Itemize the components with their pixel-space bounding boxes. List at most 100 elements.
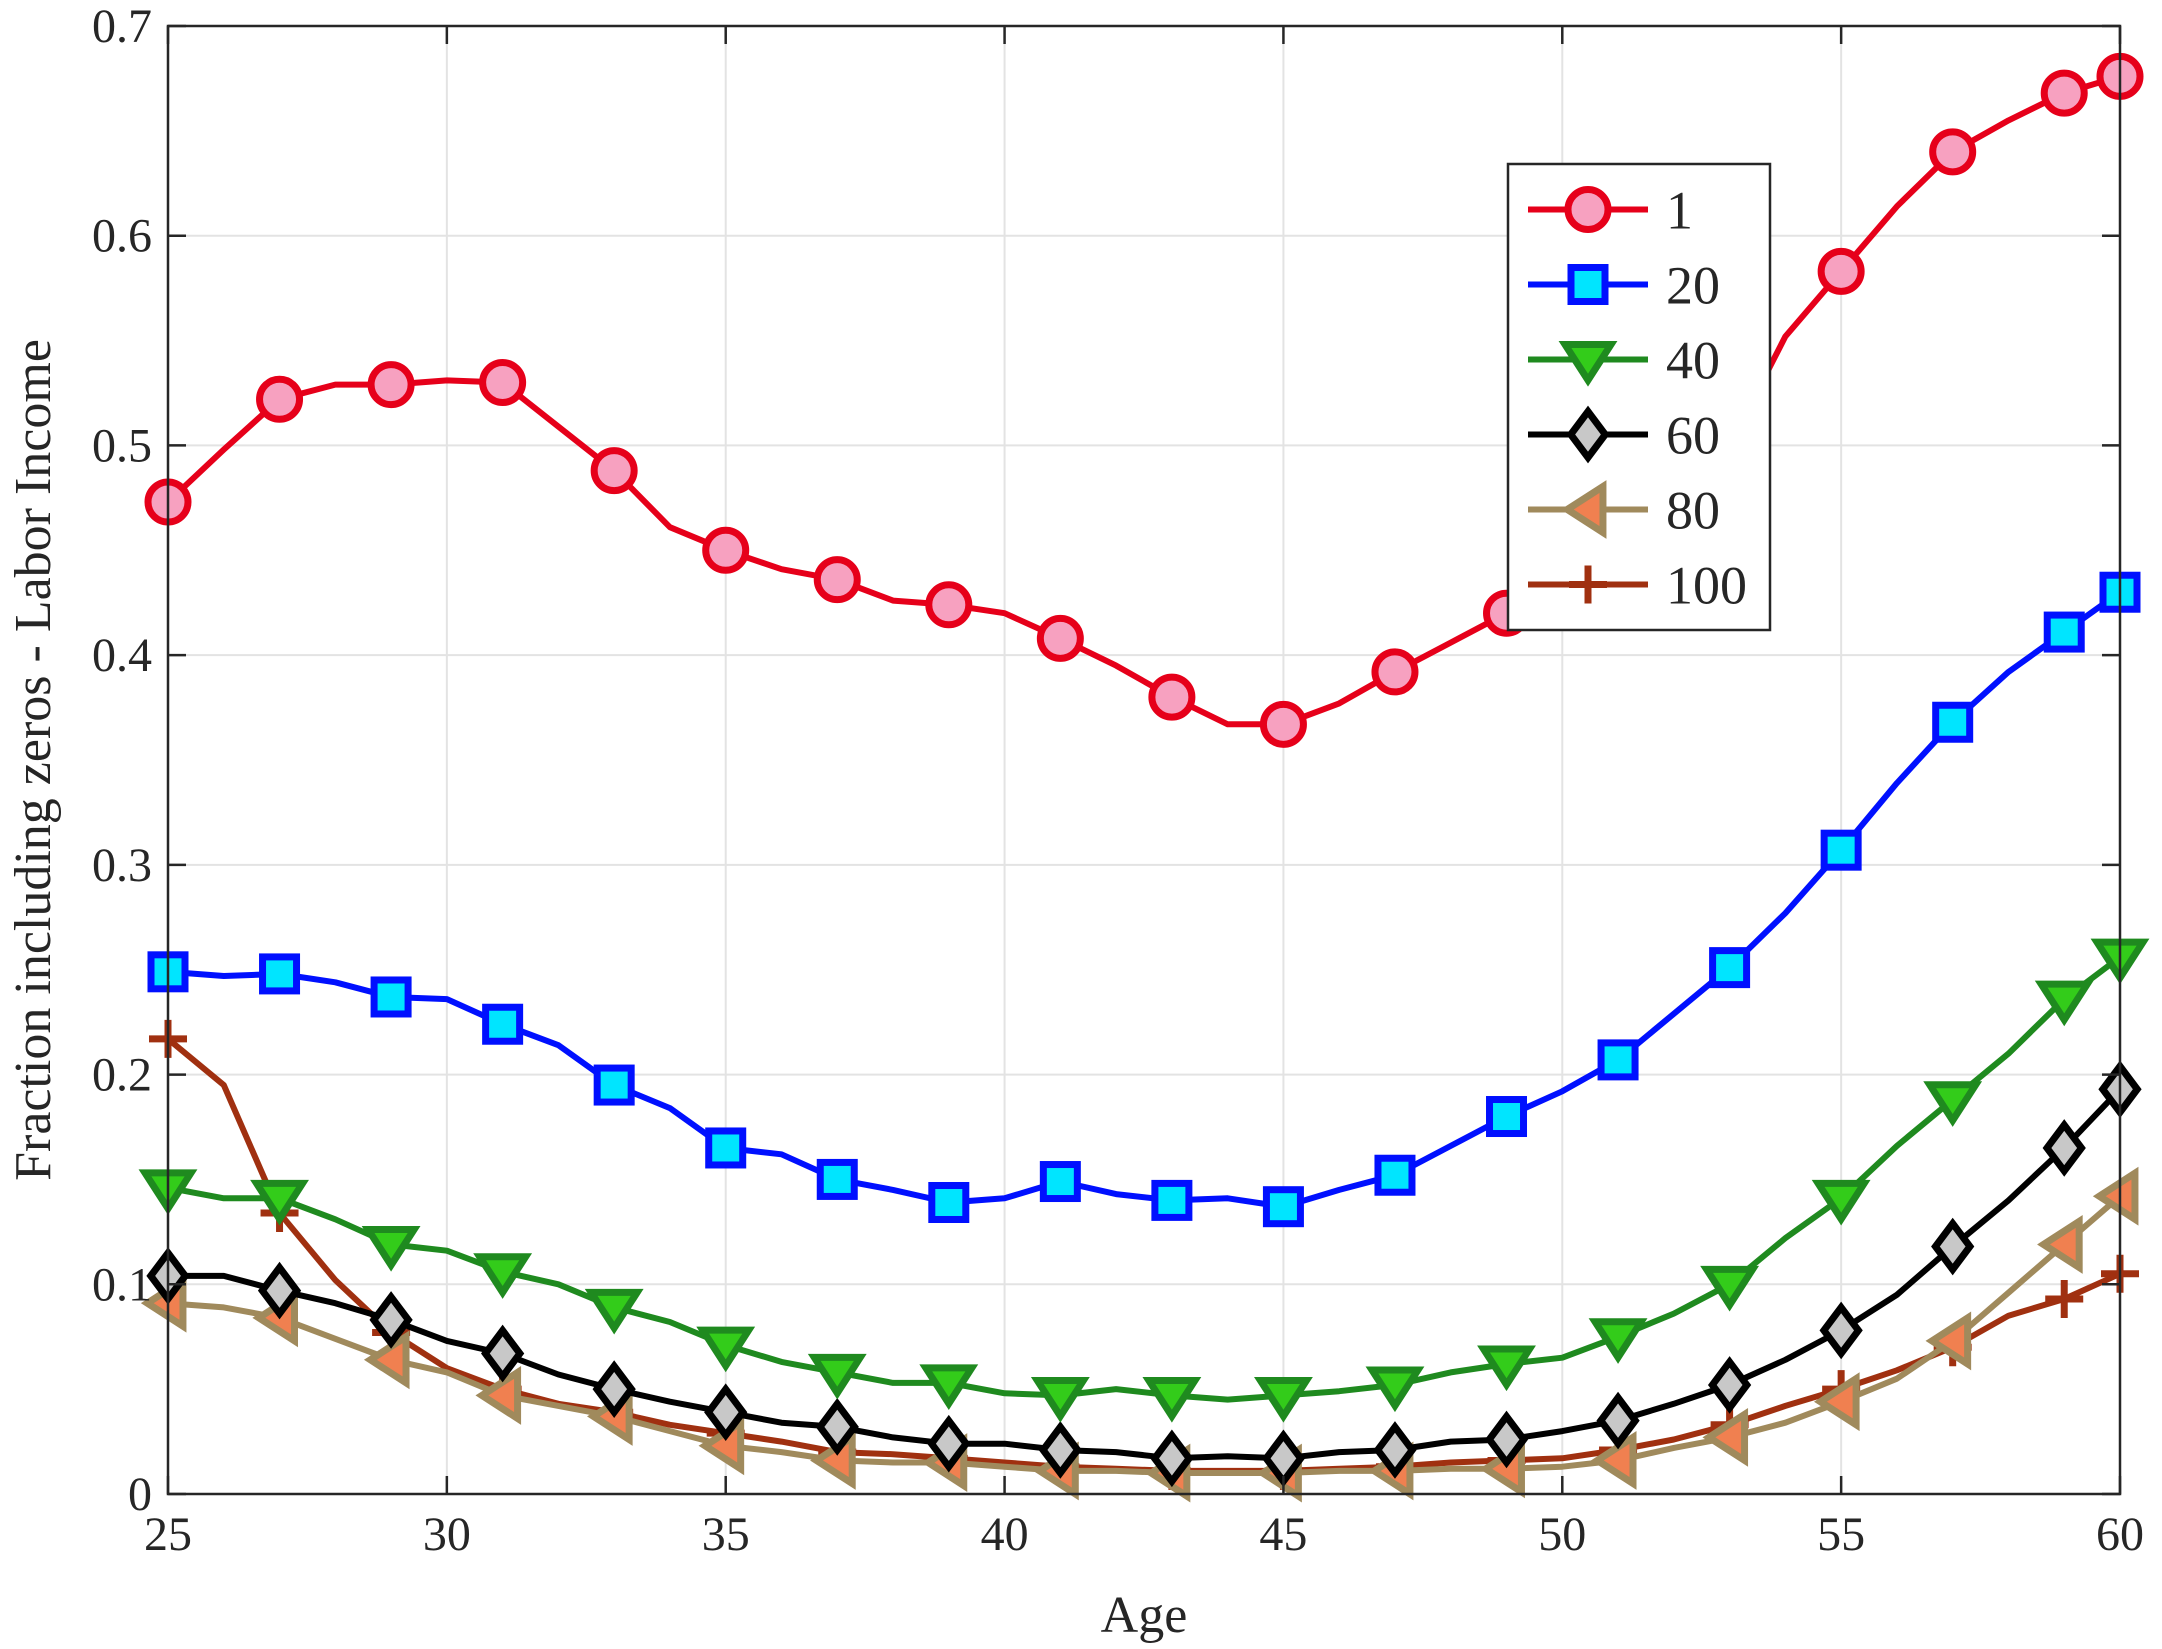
legend-item: 20 — [1528, 256, 1720, 316]
data-point — [363, 1330, 410, 1390]
legend-marker — [1558, 341, 1618, 387]
data-point — [1929, 128, 1977, 176]
data-point — [361, 1225, 421, 1272]
data-point — [1374, 1154, 1416, 1196]
x-tick-label: 25 — [144, 1508, 192, 1561]
y-tick-label: 0.3 — [92, 839, 152, 892]
data-point — [1365, 1366, 1425, 1413]
data-point — [1036, 614, 1084, 662]
data-point — [1925, 1311, 1972, 1371]
data-point — [1931, 1217, 1975, 1276]
data-point — [2092, 1166, 2139, 1226]
data-point — [705, 1127, 747, 1169]
data-point — [1486, 1096, 1528, 1138]
legend-item: 80 — [1528, 480, 1720, 541]
x-tick-label: 45 — [1259, 1508, 1307, 1561]
x-tick-label: 60 — [2096, 1508, 2144, 1561]
y-tick-label: 0.7 — [92, 0, 152, 53]
data-point — [815, 1398, 859, 1456]
data-point — [1820, 829, 1862, 871]
data-point — [256, 375, 304, 423]
data-point — [250, 1179, 309, 1226]
y-tick-label: 0.6 — [92, 210, 152, 263]
data-point — [1373, 1421, 1417, 1479]
x-tick-label: 50 — [1538, 1508, 1586, 1561]
data-point — [702, 526, 750, 574]
data-point — [1150, 1429, 1194, 1488]
series-60 — [146, 1060, 2142, 1488]
data-point — [1039, 1161, 1081, 1203]
data-point — [1038, 1421, 1082, 1479]
legend-label: 20 — [1666, 256, 1720, 316]
data-point — [928, 1181, 970, 1223]
data-point — [259, 953, 301, 995]
data-point — [1707, 1356, 1752, 1414]
legend-marker — [1569, 565, 1607, 604]
data-point — [370, 976, 412, 1018]
data-point — [1817, 247, 1865, 295]
data-point — [593, 1064, 635, 1106]
legend-box — [1506, 162, 1772, 632]
y-tick-label: 0.4 — [92, 629, 152, 682]
legend-label: 100 — [1666, 556, 1747, 616]
data-point — [1151, 1179, 1193, 1221]
data-point — [2040, 69, 2088, 117]
series-20 — [147, 571, 2141, 1228]
legend-item: 40 — [1528, 331, 1720, 391]
legend-item: 1 — [1528, 181, 1693, 241]
y-tick-label: 0.1 — [92, 1258, 152, 1311]
y-tick-label: 0 — [128, 1468, 152, 1521]
data-point — [2042, 1119, 2086, 1177]
plot-area-border — [166, 24, 2122, 1496]
data-point — [1819, 1301, 1863, 1360]
data-point — [2043, 611, 2085, 653]
data-point — [1923, 1081, 1983, 1127]
legend-marker — [1560, 480, 1607, 539]
data-point — [1142, 1376, 1202, 1423]
y-tick-labels: 0 0.1 0.2 0.3 0.4 0.5 0.6 0.7 — [92, 0, 152, 1521]
data-point — [925, 581, 973, 629]
data-point — [1371, 648, 1419, 696]
data-point — [1700, 1265, 1760, 1312]
data-point — [2034, 980, 2094, 1027]
y-tick-label: 0.2 — [92, 1049, 152, 1102]
legend-marker — [1566, 405, 1610, 464]
data-point — [919, 1364, 979, 1411]
legend-item: 60 — [1528, 406, 1720, 466]
x-tick-labels: 25 30 35 40 45 50 55 60 — [144, 1508, 2144, 1561]
data-point — [2037, 1215, 2083, 1274]
data-point — [584, 1288, 644, 1335]
data-point — [369, 1291, 413, 1349]
y-axis-label: Fraction including zeros - Labor Income — [5, 339, 62, 1181]
data-point — [1262, 1186, 1304, 1228]
data-point — [590, 447, 638, 495]
data-point — [481, 1324, 525, 1383]
x-tick-label: 40 — [981, 1508, 1029, 1561]
legend: 1 20 40 60 80 100 — [1506, 162, 1772, 632]
data-point — [479, 359, 527, 407]
data-point — [1813, 1372, 1860, 1432]
x-tick-label: 30 — [423, 1508, 471, 1561]
data-point — [482, 1003, 524, 1045]
data-point — [1597, 1039, 1639, 1081]
legend-label: 80 — [1666, 481, 1720, 541]
data-point — [807, 1353, 867, 1400]
data-point — [1702, 1407, 1749, 1467]
data-point — [2045, 1279, 2084, 1318]
data-point — [1596, 1391, 1640, 1450]
data-point — [927, 1414, 971, 1473]
y-tick-label: 0.5 — [92, 419, 152, 472]
x-axis-label: Age — [1101, 1587, 1188, 1644]
legend-marker — [1567, 264, 1609, 305]
data-point — [1932, 701, 1974, 743]
legend-item: 100 — [1528, 556, 1747, 616]
legend-label: 40 — [1666, 331, 1720, 391]
data-point — [704, 1383, 748, 1442]
data-point — [1484, 1410, 1529, 1469]
data-point — [1709, 947, 1751, 989]
axis-ticks — [166, 24, 2122, 1496]
data-point — [473, 1253, 533, 1299]
data-point — [1259, 700, 1307, 748]
